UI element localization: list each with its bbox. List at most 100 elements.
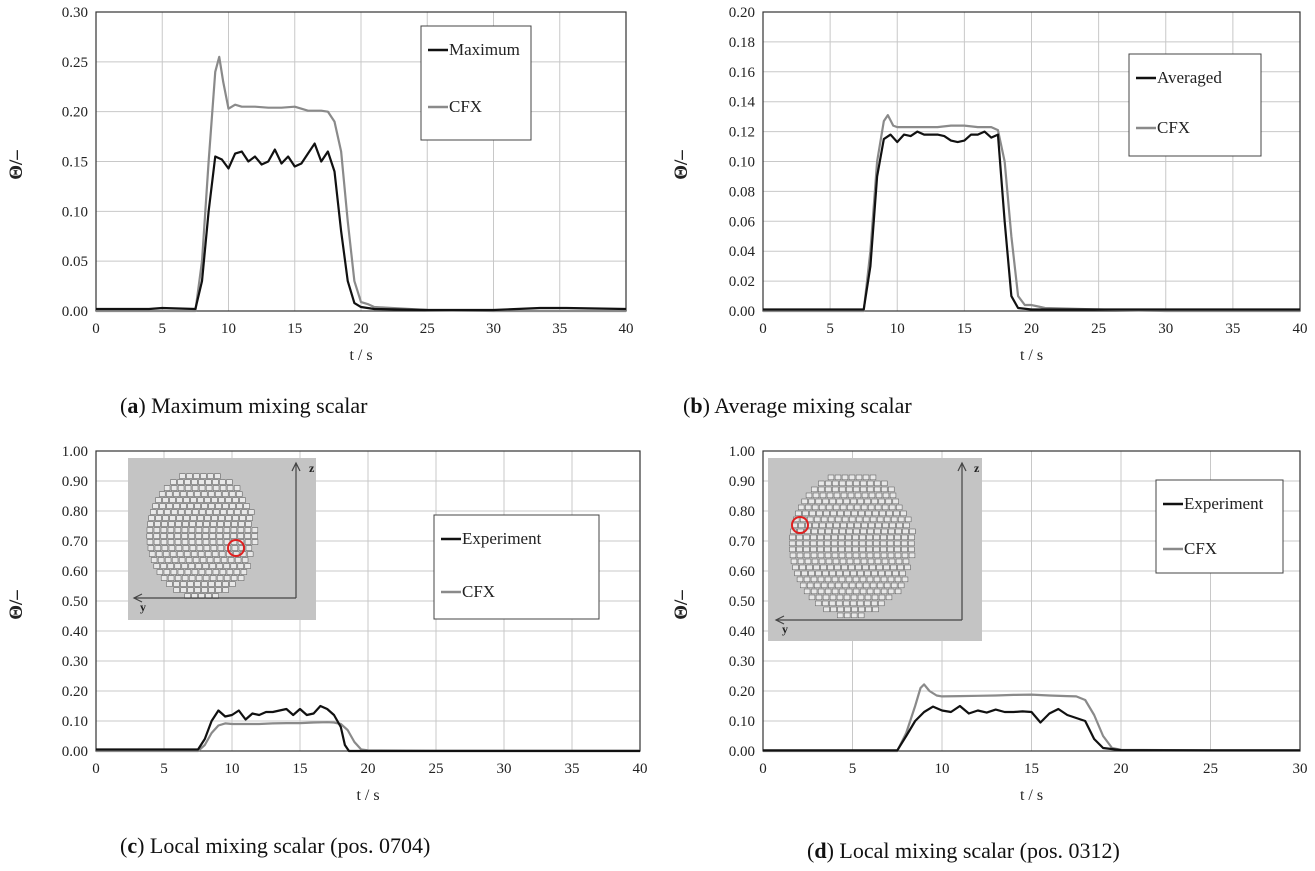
inset-subchannel xyxy=(852,576,860,583)
y-tick-label: 0.06 xyxy=(729,214,756,230)
inset-subchannel xyxy=(205,551,212,557)
inset-subchannel xyxy=(185,557,193,563)
legend-box xyxy=(433,514,600,620)
inset-subchannel xyxy=(894,588,902,595)
inset-subchannel xyxy=(241,509,248,515)
inset-subchannel xyxy=(815,594,823,601)
inset-subchannel xyxy=(901,552,909,559)
inset-subchannel xyxy=(157,509,164,515)
inset-subchannel xyxy=(857,600,864,607)
inset-subchannel xyxy=(838,576,846,583)
inset-z-arrow-icon xyxy=(957,461,967,472)
inset-subchannel xyxy=(853,528,860,535)
inset-subchannel xyxy=(874,558,882,565)
inset-subchannel xyxy=(171,557,179,563)
inset-subchannel xyxy=(859,540,866,547)
inset-subchannel xyxy=(227,509,234,515)
inset-subchannel xyxy=(853,480,860,487)
inset-subchannel xyxy=(887,588,895,595)
inset-subchannel xyxy=(833,504,840,511)
inset-subchannel xyxy=(871,600,878,607)
x-tick-label: 25 xyxy=(1091,321,1106,337)
inset-subchannel xyxy=(865,606,872,613)
inset-subchannel xyxy=(901,534,908,541)
inset-subchannel xyxy=(846,558,854,565)
inset-subchannel xyxy=(898,582,905,589)
inset-subchannel xyxy=(231,545,239,551)
inset-subchannel xyxy=(843,498,850,505)
inset-subchannel xyxy=(162,515,169,521)
inset-subchannel xyxy=(889,504,896,511)
inset-subchannel xyxy=(858,606,865,613)
inset-subchannel xyxy=(201,491,208,497)
inset-subchannel xyxy=(851,510,858,517)
inset-subchannel xyxy=(173,503,180,509)
inset-subchannel xyxy=(845,534,852,541)
inset-subchannel xyxy=(892,498,899,505)
inset-subchannel xyxy=(884,582,891,589)
inset-subchannel xyxy=(826,492,834,499)
inset-subchannel xyxy=(867,486,874,493)
y-tick-label: 0.00 xyxy=(729,744,755,760)
inset-subchannel xyxy=(789,540,796,547)
inset-subchannel xyxy=(873,534,880,541)
inset-subchannel xyxy=(811,486,818,493)
inset-subchannel xyxy=(201,581,208,587)
inset-subchannel xyxy=(843,570,850,577)
inset-schematic: zy xyxy=(128,458,316,620)
inset-subchannel xyxy=(175,545,183,551)
x-tick-label: 5 xyxy=(159,321,167,337)
inset-subchannel xyxy=(220,509,227,515)
inset-subchannel xyxy=(209,527,217,533)
inset-subchannel xyxy=(229,503,236,509)
inset-subchannel xyxy=(859,576,867,583)
inset-subchannel xyxy=(904,564,911,571)
inset-subchannel xyxy=(173,491,180,497)
inset-subchannel xyxy=(894,540,901,547)
inset-subchannel xyxy=(230,575,238,581)
inset-subchannel xyxy=(836,570,843,577)
inset-subchannel xyxy=(830,606,837,613)
inset-subchannel xyxy=(860,558,868,565)
inset-subchannel xyxy=(903,522,910,529)
inset-subchannel xyxy=(199,509,206,515)
inset-subchannel xyxy=(251,539,259,545)
y-tick-label: 1.00 xyxy=(729,444,755,460)
inset-subchannel xyxy=(842,582,849,589)
inset-subchannel xyxy=(795,510,802,517)
inset-subchannel xyxy=(796,576,804,583)
inset-subchannel xyxy=(854,492,862,499)
inset-subchannel xyxy=(836,498,843,505)
inset-subchannel xyxy=(227,557,235,563)
inset-subchannel xyxy=(848,474,856,481)
inset-subchannel xyxy=(844,606,851,613)
legend: Averaged CFX xyxy=(1128,53,1262,157)
inset-subchannel xyxy=(832,486,839,493)
plot-frame xyxy=(95,11,627,312)
x-axis-label: t / s xyxy=(349,347,372,364)
inset-subchannel xyxy=(181,533,188,539)
inset-subchannel xyxy=(880,576,888,583)
inset-subchannel xyxy=(887,540,894,547)
inset-subchannel xyxy=(823,510,830,517)
inset-subchannel xyxy=(180,491,187,497)
inset-subchannel xyxy=(819,492,827,499)
inset-subchannel xyxy=(838,552,846,559)
inset-subchannel xyxy=(896,504,903,511)
legend-entry: Experiment xyxy=(462,529,542,548)
inset-subchannel xyxy=(824,576,832,583)
inset-subchannel xyxy=(241,557,249,563)
inset-subchannel xyxy=(147,545,155,551)
inset-subchannel xyxy=(844,612,851,619)
inset-subchannel xyxy=(845,552,853,559)
inset-subchannel xyxy=(164,557,172,563)
y-tick-label: 0.00 xyxy=(729,304,755,320)
y-tick-label: 0.60 xyxy=(62,564,88,580)
inset-subchannel xyxy=(193,473,200,479)
x-tick-label: 20 xyxy=(1114,761,1129,777)
inset-subchannel xyxy=(148,515,155,521)
inset-subchannel xyxy=(878,498,885,505)
inset-subchannel xyxy=(801,498,808,505)
inset-subchannel xyxy=(878,600,885,607)
inset-subchannel xyxy=(824,588,832,595)
